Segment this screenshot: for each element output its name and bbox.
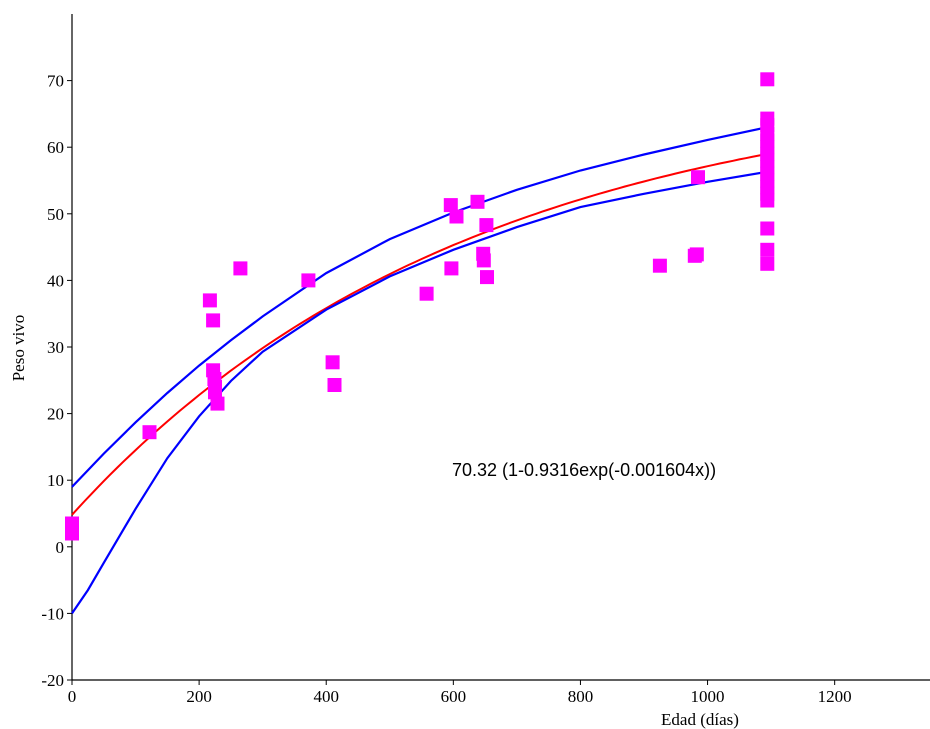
x-axis-label: Edad (días): [661, 710, 739, 729]
x-tick-label: 400: [313, 687, 339, 706]
x-tick-label: 1200: [818, 687, 852, 706]
data-point: [301, 273, 316, 288]
data-point: [760, 256, 775, 271]
y-tick-label: 0: [56, 538, 65, 557]
data-point: [760, 193, 775, 208]
data-point: [206, 313, 221, 328]
data-point: [760, 242, 775, 257]
data-point: [325, 355, 340, 370]
data-point: [142, 425, 157, 440]
data-point: [327, 378, 342, 392]
y-tick-label: 70: [47, 72, 64, 91]
data-point: [689, 247, 704, 262]
fit-curve: [71, 153, 765, 516]
data-point: [652, 258, 667, 273]
y-tick-label: -10: [41, 604, 64, 623]
y-tick-label: 10: [47, 471, 64, 490]
data-point: [443, 198, 458, 213]
x-tick-label: 0: [68, 687, 77, 706]
data-point: [202, 293, 217, 308]
data-point: [760, 72, 775, 87]
lower-confidence-band: [71, 170, 768, 615]
data-point: [208, 385, 222, 400]
data-point: [444, 261, 459, 276]
data-point: [480, 270, 494, 285]
data-point: [449, 209, 464, 224]
x-tick-label: 1000: [691, 687, 725, 706]
data-point: [476, 253, 491, 268]
x-tick-label: 800: [568, 687, 594, 706]
data-point: [233, 261, 248, 276]
x-tick-label: 600: [441, 687, 467, 706]
data-point: [210, 396, 225, 411]
y-tick-label: 60: [47, 138, 64, 157]
data-point: [479, 218, 494, 233]
data-point: [419, 286, 434, 301]
y-tick-label: -20: [41, 671, 64, 690]
upper-confidence-band: [71, 126, 768, 488]
y-tick-label: 50: [47, 205, 64, 224]
data-point: [691, 170, 705, 185]
y-tick-label: 30: [47, 338, 64, 357]
y-tick-label: 20: [47, 405, 64, 424]
data-point: [470, 194, 485, 209]
x-tick-label: 200: [186, 687, 212, 706]
y-axis-label: Peso vivo: [9, 315, 28, 382]
y-tick-label: 40: [47, 271, 64, 290]
data-point: [65, 519, 79, 534]
plot-area: 0 200 400 600 800 1000 1200 -20 -10 0 10 20 30 40 50 60…: [41, 14, 930, 706]
data-point: [760, 221, 775, 236]
fit-equation-annotation: 70.32 (1-0.9316exp(-0.001604x)): [452, 460, 716, 480]
